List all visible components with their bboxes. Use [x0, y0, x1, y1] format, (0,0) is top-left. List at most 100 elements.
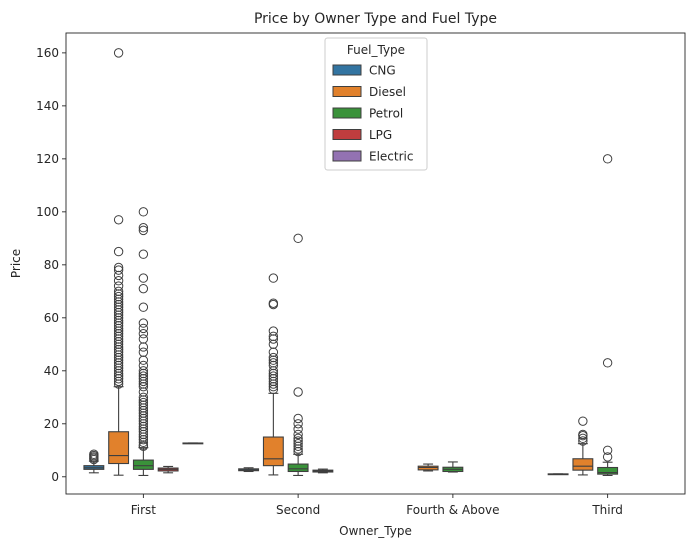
outlier-point [268, 273, 279, 283]
outlier-point [578, 429, 588, 440]
legend-swatch-petrol [332, 107, 362, 119]
outlier-point [138, 273, 149, 283]
box-petrol-third [597, 154, 619, 477]
outlier-point [138, 347, 149, 357]
legend-swatch-diesel [332, 86, 362, 97]
outlier-point [293, 419, 303, 429]
outlier-point [113, 265, 124, 275]
outlier-point [89, 449, 99, 459]
outlier-point [293, 413, 303, 424]
legend-label-diesel: Diesel [369, 85, 406, 99]
plot-frame [65, 32, 686, 495]
outlier-point [113, 291, 124, 302]
outlier-point [578, 416, 588, 426]
box-body [572, 458, 594, 471]
box-cng-first [83, 449, 105, 474]
outlier-point [293, 424, 303, 434]
box-diesel-third [572, 416, 594, 476]
legend: Fuel_Type CNG Diesel Petrol LPG Electric [324, 37, 428, 171]
box-petrol-second [287, 233, 309, 477]
x-tick-label: Second [276, 503, 320, 517]
outlier-point [138, 302, 149, 312]
legend-label-electric: Electric [369, 150, 413, 164]
outlier-point [138, 360, 149, 371]
outlier-point [113, 281, 124, 291]
box-body [597, 466, 619, 475]
legend-swatch-lpg [332, 129, 362, 140]
box-body [262, 436, 284, 467]
outlier-point [138, 397, 149, 408]
outlier-point [138, 323, 149, 334]
outlier-point [268, 326, 279, 336]
chart-title: Price by Owner Type and Fuel Type [254, 11, 497, 27]
outlier-point [113, 215, 124, 225]
outlier-point [138, 366, 149, 376]
outlier-point [268, 358, 279, 368]
y-tick-label: 140 [36, 99, 59, 113]
y-tick-label: 100 [36, 205, 59, 219]
legend-label-lpg: LPG [369, 128, 392, 142]
outlier-point [113, 276, 124, 286]
y-tick-label: 0 [51, 470, 59, 484]
legend-swatch-cng [332, 64, 362, 76]
outlier-point [138, 392, 149, 402]
box-body [132, 459, 154, 470]
outlier-point [138, 207, 149, 217]
outlier-point [293, 438, 303, 449]
x-tick-label: Third [591, 503, 623, 517]
box-diesel-second [262, 273, 284, 476]
legend-label-cng: CNG [369, 64, 396, 78]
y-tick-label: 80 [44, 258, 59, 272]
legend-swatch-electric [332, 150, 362, 162]
outlier-point [138, 329, 149, 339]
box-petrol-first [132, 207, 154, 477]
y-tick-label: 60 [44, 311, 59, 325]
outlier-point [293, 433, 303, 444]
outlier-point [293, 387, 303, 397]
outlier-point [293, 436, 303, 446]
outlier-point [268, 331, 279, 342]
outlier-point [293, 429, 303, 440]
outlier-point [268, 371, 279, 381]
y-axis-label: Price [9, 249, 23, 278]
outlier-point [602, 358, 613, 368]
box-electric-first [182, 442, 204, 445]
box-diesel-fourth-above [417, 463, 439, 472]
outlier-point [138, 283, 149, 294]
y-axis: 0 20 40 60 80 100 120 140 160 [36, 46, 66, 484]
box-lpg-first [157, 465, 179, 474]
outlier-point [602, 452, 613, 462]
box-petrol-fourth-above [442, 461, 464, 473]
box-lpg-second [312, 468, 334, 474]
outlier-point [138, 371, 149, 381]
x-tick-label: Fourth & Above [406, 503, 499, 517]
boxes-layer [83, 48, 619, 477]
x-tick-label: First [131, 503, 157, 517]
box-body [108, 431, 130, 465]
outlier-point [578, 436, 588, 446]
outlier-point [578, 433, 588, 444]
outlier-point [138, 223, 149, 233]
outlier-point [138, 249, 149, 259]
y-tick-label: 160 [36, 46, 59, 60]
outlier-point [138, 334, 149, 344]
x-axis-label: Owner_Type [339, 524, 412, 538]
outlier-point [268, 352, 279, 363]
legend-label-petrol: Petrol [369, 107, 403, 121]
outlier-point [113, 48, 124, 58]
outlier-point [293, 233, 303, 244]
y-tick-label: 40 [44, 364, 59, 378]
outlier-point [113, 262, 124, 273]
x-axis: First Second Fourth & Above Third [131, 494, 623, 517]
box-diesel-first [108, 48, 130, 476]
outlier-point [138, 318, 149, 328]
outlier-point [138, 225, 149, 236]
box-body [287, 463, 309, 473]
outlier-point [268, 298, 279, 308]
y-tick-label: 120 [36, 152, 59, 166]
outlier-point [113, 246, 124, 257]
box-cng-second [238, 467, 260, 473]
outlier-point [602, 154, 613, 164]
y-tick-label: 20 [44, 417, 59, 431]
